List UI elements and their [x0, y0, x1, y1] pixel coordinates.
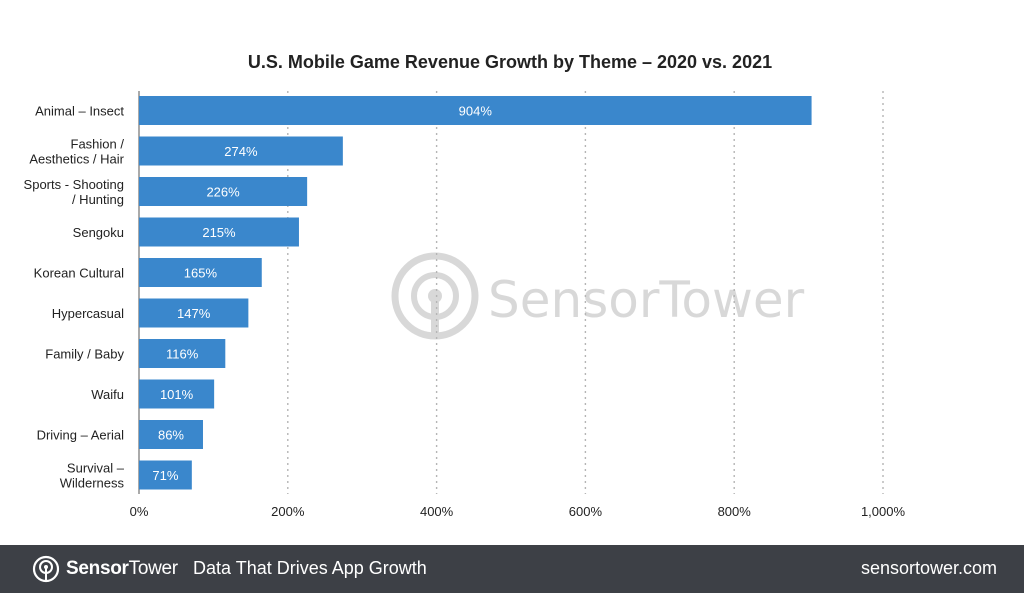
x-tick-label-0: 0% [130, 504, 149, 519]
watermark-text: SensorTower [488, 271, 805, 329]
data-label-3: 215% [202, 225, 236, 240]
x-tick-label-5: 1,000% [861, 504, 906, 519]
data-label-9: 71% [152, 468, 178, 483]
bar-7 [139, 379, 215, 409]
category-label-line: Waifu [91, 387, 124, 402]
footer-brand-light: Tower [128, 558, 178, 579]
category-label-line: Wilderness [60, 476, 125, 491]
bar-2 [139, 177, 308, 206]
category-label-3: Sengoku [73, 225, 124, 240]
bar-5 [139, 298, 249, 328]
x-tick-label-4: 800% [718, 504, 752, 519]
category-label-4: Korean Cultural [34, 266, 124, 281]
category-label-line: Driving – Aerial [37, 428, 125, 443]
data-label-5: 147% [177, 306, 211, 321]
category-label-5: Hypercasual [52, 306, 124, 321]
category-label-line: Sengoku [73, 225, 124, 240]
data-label-2: 226% [206, 185, 240, 200]
category-label-7: Waifu [91, 387, 124, 402]
category-label-line: Animal – Insect [35, 104, 124, 119]
bar-8 [139, 420, 203, 449]
category-label-line: Survival – [67, 461, 125, 476]
x-tick-label-1: 200% [271, 504, 305, 519]
sensortower-logo-icon [32, 555, 60, 583]
bar-6 [139, 339, 226, 368]
category-label-2: Sports - Shooting / Hunting [24, 177, 124, 207]
footer-brand: SensorTower [66, 558, 178, 580]
footer-url[interactable]: sensortower.com [860, 558, 997, 578]
sensortower-watermark: SensorTower [391, 252, 805, 340]
bar-chart: SensorTower 904% 274% 226% 215% 165% 147% 116%… [24, 91, 906, 519]
bars: 904% 274% 226% 215% 165% 147% 116% 101% 86% 71% [139, 96, 812, 490]
category-labels: Animal – Insect Fashion / Aesthetics / Hai… [24, 104, 125, 491]
category-label-6: Family / Baby [45, 347, 124, 362]
data-label-7: 101% [160, 387, 194, 402]
category-label-0: Animal – Insect [35, 104, 124, 119]
category-label-line: Sports - Shooting [24, 177, 124, 192]
category-label-line: / Hunting [72, 192, 124, 207]
category-label-1: Fashion / Aesthetics / Hair [29, 137, 124, 167]
chart-title: U.S. Mobile Game Revenue Growth by Theme… [247, 52, 773, 72]
category-label-line: Aesthetics / Hair [29, 152, 124, 167]
footer-tagline: Data That Drives App Growth [193, 558, 427, 578]
data-label-0: 904% [459, 104, 493, 119]
x-tick-label-3: 600% [569, 504, 603, 519]
bar-1 [139, 136, 343, 166]
footer-brand-bold: Sensor [66, 558, 129, 579]
data-label-4: 165% [184, 266, 218, 281]
category-label-8: Driving – Aerial [37, 428, 125, 443]
footer-logo: SensorTower [32, 555, 178, 583]
data-label-8: 86% [158, 428, 184, 443]
footer-bar: SensorTower Data That Drives App Growth … [0, 545, 1024, 593]
category-label-line: Fashion / [71, 137, 125, 152]
category-label-line: Korean Cultural [34, 266, 124, 281]
bar-0 [139, 96, 812, 125]
x-axis-ticks: 0% 200% 400% 600% 800% 1,000% [130, 504, 906, 519]
x-tick-label-2: 400% [420, 504, 454, 519]
data-label-1: 274% [224, 144, 258, 159]
bar-4 [139, 258, 262, 287]
category-label-line: Family / Baby [45, 347, 124, 362]
category-label-line: Hypercasual [52, 306, 124, 321]
data-label-6: 116% [166, 347, 199, 362]
bar-9 [139, 460, 192, 490]
bar-3 [139, 217, 299, 247]
category-label-9: Survival – Wilderness [60, 461, 125, 491]
